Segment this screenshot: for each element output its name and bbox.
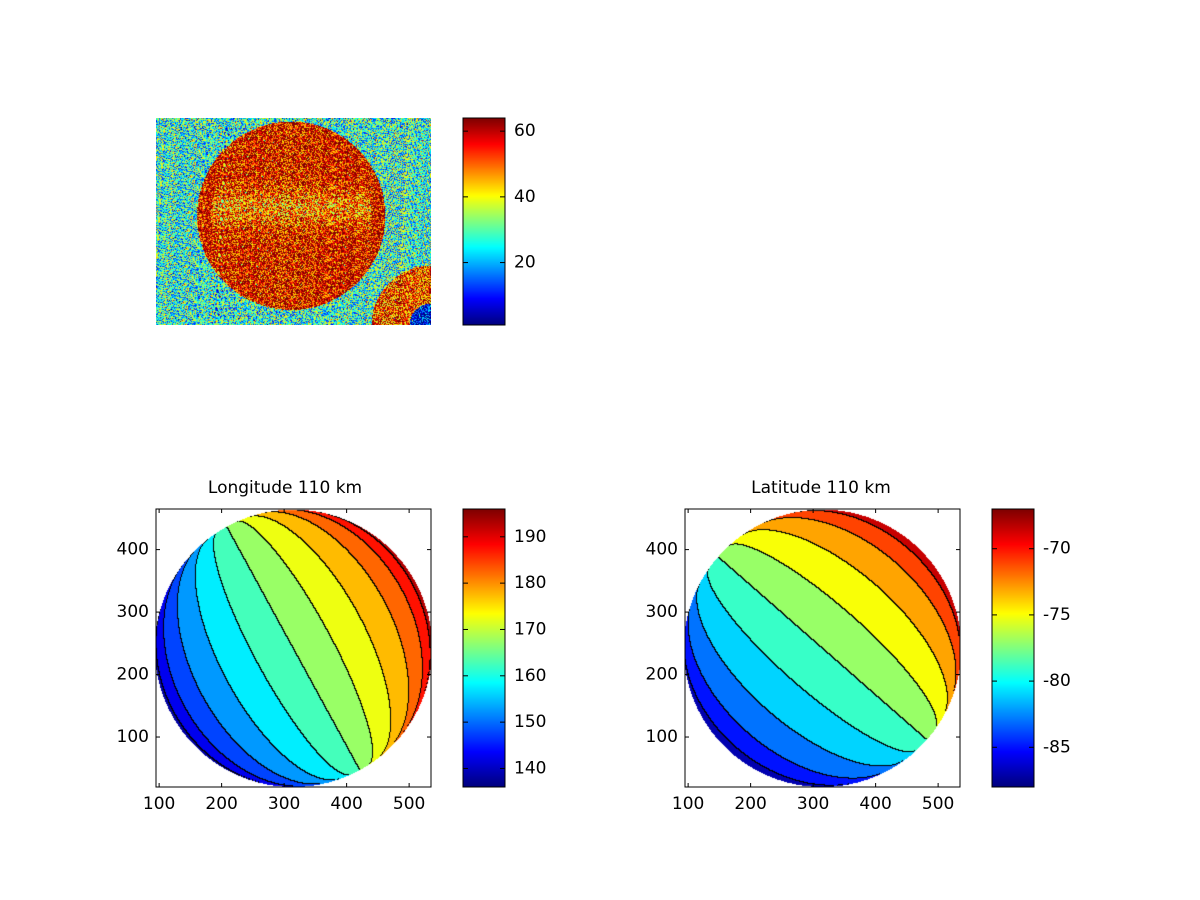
longitude-y-axis: 100 200 300 400 [117,540,431,747]
colorbar-tick-label: 40 [514,187,536,207]
y-tick-label: 200 [646,665,678,685]
longitude-colorbar: 140 150 160 170 180 190 [462,508,546,788]
y-tick-label: 400 [646,540,678,560]
latitude-title: Latitude 110 km [751,478,891,498]
longitude-title: Longitude 110 km [208,478,362,498]
y-tick-label: 100 [646,727,678,747]
x-tick-label: 100 [143,794,175,814]
x-tick-label: 300 [797,794,829,814]
x-tick-label: 500 [922,794,954,814]
longitude-colorbar-ticks: 140 150 160 170 180 190 [463,527,546,778]
longitude-subplot: Longitude 110 km 100 200 300 400 500 100 200 3… [117,478,547,814]
latitude-x-axis: 100 200 300 400 500 [672,509,954,814]
colorbar-tick-label: 190 [514,527,546,547]
latitude-colorbar: -85 -80 -75 -70 [991,508,1071,788]
latitude-colorbar-frame [991,508,1035,788]
raw-image-colorbar-gradient [463,118,505,325]
latitude-subplot: Latitude 110 km 100 200 300 400 500 100 200 30… [646,478,1071,814]
raw-image-colorbar-ticks: 20 40 60 [463,121,536,273]
y-tick-label: 100 [117,727,149,747]
longitude-axes-frame [155,508,432,788]
colorbar-tick-label: 160 [514,666,546,686]
raw-image-subplot: 20 40 60 [156,117,536,326]
latitude-axes-frame [684,508,961,788]
latitude-colorbar-ticks: -85 -80 -75 -70 [992,539,1071,757]
colorbar-tick-label: 140 [514,758,546,778]
latitude-y-axis: 100 200 300 400 [646,540,960,747]
colorbar-tick-label: -85 [1043,737,1071,757]
y-tick-label: 200 [117,665,149,685]
longitude-heatmap [156,509,431,787]
x-tick-label: 100 [672,794,704,814]
x-tick-label: 400 [859,794,891,814]
x-tick-label: 500 [393,794,425,814]
colorbar-tick-label: 170 [514,619,546,639]
colorbar-tick-label: -75 [1043,605,1071,625]
colorbar-tick-label: -80 [1043,671,1071,691]
colorbar-tick-label: 180 [514,573,546,593]
raw-image-colorbar-frame [462,117,506,326]
colorbar-tick-label: 20 [514,253,536,273]
longitude-x-axis: 100 200 300 400 500 [143,509,425,814]
x-tick-label: 400 [330,794,362,814]
latitude-colorbar-gradient [992,509,1034,787]
longitude-colorbar-frame [462,508,506,788]
latitude-heatmap [685,509,960,787]
raw-image-colorbar: 20 40 60 [462,117,536,326]
colorbar-tick-label: 60 [514,121,536,141]
y-tick-label: 400 [117,540,149,560]
x-tick-label: 200 [734,794,766,814]
x-tick-label: 200 [205,794,237,814]
y-tick-label: 300 [117,602,149,622]
y-tick-label: 300 [646,602,678,622]
longitude-colorbar-gradient [463,509,505,787]
colorbar-tick-label: -70 [1043,539,1071,559]
raw-image-heatmap [156,118,431,325]
x-tick-label: 300 [268,794,300,814]
colorbar-tick-label: 150 [514,712,546,732]
